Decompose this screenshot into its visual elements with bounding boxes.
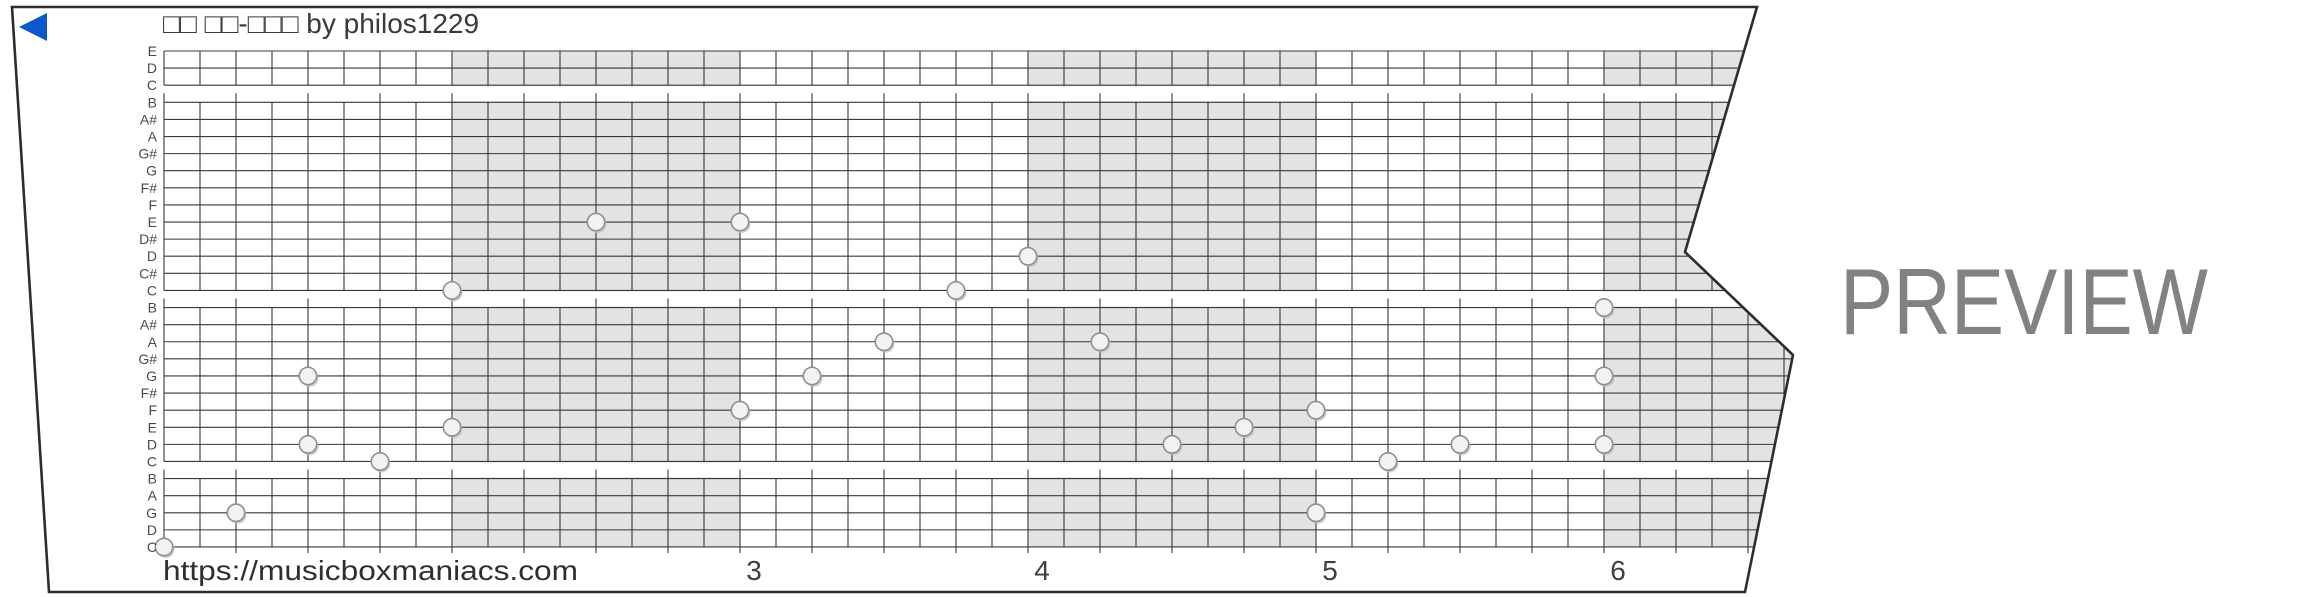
row-label: C [147, 453, 157, 469]
note-circle [226, 503, 246, 523]
note-circle [1594, 366, 1614, 386]
time-gridlines-group [163, 51, 1785, 553]
note-circle [946, 280, 966, 300]
note-circle [1162, 434, 1182, 454]
note-circle [298, 434, 318, 454]
preview-watermark: PREVIEW [1840, 249, 2208, 354]
row-label: E [148, 419, 157, 435]
row-label: A# [140, 317, 157, 333]
measure-number: 3 [746, 555, 762, 586]
note-circle [154, 537, 174, 557]
row-label: A [148, 488, 158, 504]
octave-gap-band [162, 462, 1793, 478]
note-circle [1090, 332, 1110, 352]
row-label: B [148, 94, 157, 110]
note-circle [442, 417, 462, 437]
row-label: D# [139, 231, 157, 247]
note-circle [1378, 451, 1398, 471]
row-label: C [147, 77, 157, 93]
note-circle [1234, 417, 1254, 437]
row-label: E [148, 43, 157, 59]
measure-number: 5 [1322, 555, 1338, 586]
row-label: C [147, 539, 157, 555]
row-label: D [147, 248, 157, 264]
note-circle [1450, 434, 1470, 454]
measure-numbers-group: 3 4 5 6 [746, 555, 1626, 586]
octave-gap-band [162, 291, 1793, 307]
row-label: E [148, 214, 157, 230]
note-circle [1306, 503, 1326, 523]
row-label: A [148, 129, 158, 145]
note-circle [1594, 298, 1614, 318]
row-label: B [148, 300, 157, 316]
note-circle [442, 280, 462, 300]
row-label: G [146, 163, 157, 179]
strip-outline [10, 5, 1795, 594]
measure-number: 6 [1610, 555, 1626, 586]
notes-group [154, 212, 1615, 558]
url-watermark: https://musicboxmaniacs.com [163, 555, 578, 586]
note-circle [802, 366, 822, 386]
note-circle [874, 332, 894, 352]
row-label: F [148, 197, 157, 213]
row-label: A [148, 334, 158, 350]
row-label: F# [141, 385, 158, 401]
row-label: D [147, 60, 157, 76]
row-label: F [148, 402, 157, 418]
note-circle [730, 400, 750, 420]
note-circle [1594, 434, 1614, 454]
note-circle [298, 366, 318, 386]
play-icon[interactable] [19, 13, 47, 41]
note-circle [730, 212, 750, 232]
note-circle [1306, 400, 1326, 420]
note-circle [370, 451, 390, 471]
row-label: B [148, 471, 157, 487]
row-label: D [147, 522, 157, 538]
row-label: A# [140, 111, 157, 127]
row-label: G# [138, 351, 157, 367]
note-circle [1018, 246, 1038, 266]
row-label: C [147, 282, 157, 298]
strip-title: □□ □□-□□□ by philos1229 [163, 8, 479, 39]
measure-number: 4 [1034, 555, 1050, 586]
row-label: C# [139, 265, 157, 281]
row-label: G [146, 505, 157, 521]
row-label: F# [141, 180, 158, 196]
note-circle [586, 212, 606, 232]
row-label: D [147, 436, 157, 452]
row-label: G# [138, 146, 157, 162]
row-label: G [146, 368, 157, 384]
note-lines-group [164, 50, 1793, 548]
octave-gap-band [162, 86, 1793, 102]
